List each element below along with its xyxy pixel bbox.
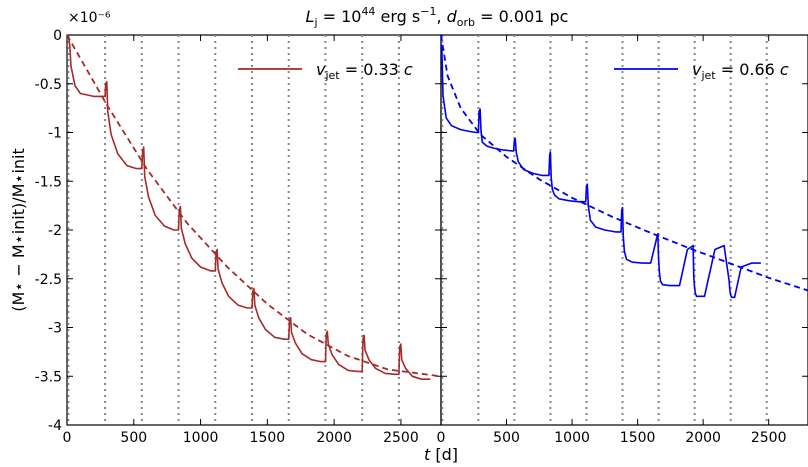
- right-panel: 0 500 1000 1500 2000 2500 vjet = 0.66 c: [437, 34, 808, 446]
- fit-dashed-line: [66, 34, 442, 378]
- y-tick-label: -1.5: [35, 174, 62, 190]
- y-axis-ticks: 0 -0.5 -1 -1.5 -2 -2.5 -3 -3.5 -4: [35, 28, 62, 434]
- y-tick-label: -2: [48, 223, 62, 239]
- x-tick-label: 1000: [554, 430, 590, 446]
- y-tick-label: -0.5: [35, 77, 62, 93]
- x-tick-label: 2000: [685, 430, 721, 446]
- panel-frame: [66, 34, 442, 426]
- series-line: [440, 44, 761, 299]
- y-multiplier: ×10⁻⁶: [68, 10, 111, 26]
- y-tick-label: -3: [48, 321, 62, 337]
- x-tick-label: 0: [437, 430, 446, 446]
- x-axis-label: t [d]: [424, 445, 458, 464]
- left-panel: 0 500 1000 1500 2000 2500 vjet = 0.33 c: [63, 34, 442, 446]
- series-line: [67, 34, 431, 381]
- x-tick-label: 500: [493, 430, 520, 446]
- y-tick-label: -4: [48, 418, 62, 434]
- x-tick-label: 1500: [250, 430, 286, 446]
- x-tick-label: 2500: [383, 430, 419, 446]
- fit-dashed-line: [440, 34, 808, 292]
- y-axis-label: (M⋆ − M⋆init)/M⋆init: [9, 148, 28, 312]
- y-tick-label: -3.5: [35, 369, 62, 385]
- panel-frame: [440, 34, 808, 426]
- chart-title: Lj = 1044 erg s−1, dorb = 0.001 pc: [306, 5, 569, 29]
- x-tick-label: 2500: [751, 430, 787, 446]
- y-tick-label: -1: [48, 126, 62, 142]
- x-tick-label: 500: [120, 430, 147, 446]
- x-tick-label: 2000: [316, 430, 352, 446]
- x-tick-label: 1500: [620, 430, 656, 446]
- y-tick-label: -2.5: [35, 272, 62, 288]
- x-tick-label: 0: [63, 430, 72, 446]
- legend-label: vjet = 0.66 c: [692, 60, 789, 82]
- x-tick-label: 1000: [183, 430, 219, 446]
- legend-label: vjet = 0.33 c: [316, 60, 413, 82]
- y-tick-label: 0: [53, 28, 62, 44]
